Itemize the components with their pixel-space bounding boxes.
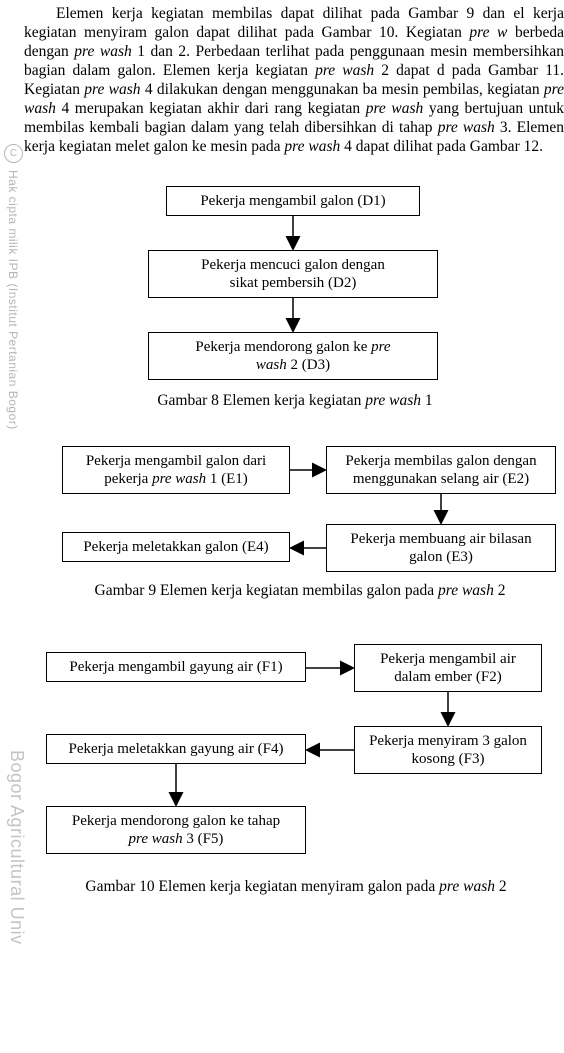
fig9-e2b: menggunakan selang air (E2) <box>345 470 536 488</box>
para-l6a: mesin pembilas, kegiatan <box>382 81 544 98</box>
fig9-e1b-a: pekerja <box>104 471 152 487</box>
para-l4i: pre wash <box>315 62 374 79</box>
fig10-f5b: 3 (F5) <box>183 831 224 847</box>
fig9-e2a: Pekerja membilas galon dengan <box>345 452 536 470</box>
fig9-cap-a: Gambar 9 Elemen kerja kegiatan membilas … <box>95 582 438 599</box>
fig10-box-f2: Pekerja mengambil air dalam ember (F2) <box>354 644 542 692</box>
fig10-f1: Pekerja mengambil gayung air (F1) <box>69 658 282 676</box>
fig9-cap-i: pre wash <box>438 582 494 599</box>
fig8-d3ai: pre <box>371 339 390 355</box>
fig9-box-e3: Pekerja membuang air bilasan galon (E3) <box>326 524 556 572</box>
copyright-circle: C <box>4 144 23 163</box>
fig8-box-d3: Pekerja mendorong galon ke pre wash 2 (D… <box>148 332 438 380</box>
fig9-e1b: pekerja pre wash 1 (E1) <box>86 470 266 488</box>
fig8-box-d2: Pekerja mencuci galon dengan sikat pembe… <box>148 250 438 298</box>
para-l8i: pre wash <box>438 119 495 136</box>
fig8-cap-i: pre wash <box>365 392 421 409</box>
fig9-e3b: galon (E3) <box>350 548 531 566</box>
para-l1: Elemen kerja kegiatan membilas dapat dil… <box>56 5 525 22</box>
fig10-box-f5: Pekerja mendorong galon ke tahap pre was… <box>46 806 306 854</box>
fig10-box-f4: Pekerja meletakkan gayung air (F4) <box>46 734 306 764</box>
fig9-caption: Gambar 9 Elemen kerja kegiatan membilas … <box>60 582 540 600</box>
para-l2i: pre w <box>469 24 507 41</box>
fig9-e1a: Pekerja mengambil galon dari <box>86 452 266 470</box>
fig9-cap-b: 2 <box>494 582 506 599</box>
fig9-e4: Pekerja meletakkan galon (E4) <box>83 538 268 556</box>
para-l9a: galon ke mesin pada <box>154 138 285 155</box>
para-l9i: pre wash <box>284 138 340 155</box>
para-l5b: 4 dilakukan dengan menggunakan ba <box>141 81 378 98</box>
fig10-cap-a: Gambar 10 Elemen kerja kegiatan menyiram… <box>85 878 439 895</box>
para-l8a: yang telah dibersihkan di tahap <box>234 119 438 136</box>
fig8-d3a: Pekerja mendorong galon ke <box>195 339 371 355</box>
fig8-caption: Gambar 8 Elemen kerja kegiatan pre wash … <box>130 392 460 410</box>
fig8-d1-text: Pekerja mengambil galon (D1) <box>200 192 385 210</box>
fig10-f3b: kosong (F3) <box>369 750 527 768</box>
fig8-box-d1: Pekerja mengambil galon (D1) <box>166 186 420 216</box>
fig8-cap-b: 1 <box>421 392 433 409</box>
fig10-box-f1: Pekerja mengambil gayung air (F1) <box>46 652 306 682</box>
fig8-d3-l1: Pekerja mendorong galon ke pre <box>195 338 390 356</box>
fig8-d2a: Pekerja mencuci galon dengan <box>201 256 385 274</box>
para-l9b: 4 dapat dilihat pada Gambar 12. <box>340 138 543 155</box>
fig8-cap-a: Gambar 8 Elemen kerja kegiatan <box>157 392 365 409</box>
fig10-caption: Gambar 10 Elemen kerja kegiatan menyiram… <box>56 878 536 896</box>
fig8-d3bi: wash <box>256 357 287 373</box>
watermark-ipb: Hak cipta milik IPB (Institut Pertanian … <box>6 170 20 430</box>
fig9-box-e1: Pekerja mengambil galon dari pekerja pre… <box>62 446 290 494</box>
para-l5i: pre wash <box>84 81 140 98</box>
fig10-f2a: Pekerja mengambil air <box>380 650 516 668</box>
fig10-f5a: Pekerja mendorong galon ke tahap <box>72 812 280 830</box>
fig8-d3-l2: wash 2 (D3) <box>195 356 390 374</box>
para-l6b: 4 merupakan kegiatan akhir dari rang <box>56 100 302 117</box>
watermark-bogor: Bogor Agricultural Univ <box>6 750 27 945</box>
fig8-d3b: 2 (D3) <box>287 357 330 373</box>
para-l4b: 2 dapat d <box>374 62 444 79</box>
fig8-d2b: sikat pembersih (D2) <box>201 274 385 292</box>
page: C Hak cipta milik IPB (Institut Pertania… <box>0 0 564 1053</box>
para-l3b: 1 dan 2. Perbedaan terlihat pada penggun… <box>132 43 473 60</box>
para-l7i: pre wash <box>366 100 424 117</box>
fig10-f2b: dalam ember (F2) <box>380 668 516 686</box>
fig10-box-f3: Pekerja menyiram 3 galon kosong (F3) <box>354 726 542 774</box>
para-l3i: pre wash <box>74 43 131 60</box>
fig10-cap-i: pre wash <box>439 878 495 895</box>
fig9-e1b-b: 1 (E1) <box>206 471 248 487</box>
fig10-f5b-line: pre wash 3 (F5) <box>72 830 280 848</box>
fig9-e3a: Pekerja membuang air bilasan <box>350 530 531 548</box>
fig9-e1b-i: pre wash <box>152 471 206 487</box>
body-paragraph: Elemen kerja kegiatan membilas dapat dil… <box>24 4 564 156</box>
fig10-f4: Pekerja meletakkan gayung air (F4) <box>69 740 284 758</box>
fig10-cap-b: 2 <box>495 878 507 895</box>
fig10-f3a: Pekerja menyiram 3 galon <box>369 732 527 750</box>
para-l7a: kegiatan <box>308 100 366 117</box>
fig9-box-e2: Pekerja membilas galon dengan menggunaka… <box>326 446 556 494</box>
fig9-box-e4: Pekerja meletakkan galon (E4) <box>62 532 290 562</box>
copyright-c: C <box>10 148 17 159</box>
fig10-f5bi: pre wash <box>129 831 183 847</box>
